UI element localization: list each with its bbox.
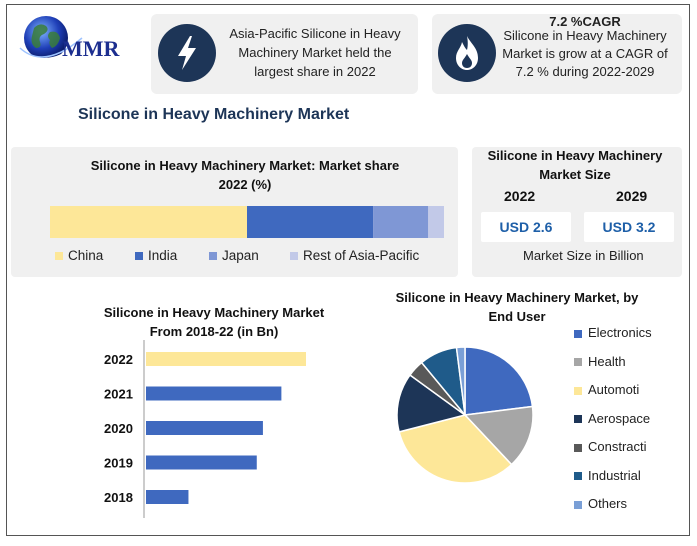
- legend-label-china: China: [68, 248, 104, 263]
- cagr-headline: 7.2 %CAGR: [549, 14, 621, 29]
- brand-logo-text: MMR: [62, 36, 120, 61]
- end-user-pie-chart: [396, 346, 534, 484]
- pie-legend-item-aerospace: Aerospace: [574, 411, 650, 426]
- bar-label-2021: 2021: [104, 387, 133, 402]
- legend-china: China: [55, 248, 103, 263]
- legend-label-japan: Japan: [222, 248, 259, 263]
- pie-legend-swatch: [574, 443, 582, 452]
- market-size-year-2022: 2022: [504, 188, 536, 204]
- bar-label-2020: 2020: [104, 421, 133, 436]
- pie-slice-automoti: [398, 414, 513, 484]
- pie-legend-item-health: Health: [574, 354, 626, 369]
- share-segment-india: [247, 206, 374, 238]
- share-segment-china: [50, 206, 247, 238]
- region-share-text: Asia-Pacific Silicone in Heavy Machinery…: [229, 26, 401, 79]
- pie-slice-aerospace: [396, 373, 467, 433]
- market-size-value-2029: USD 3.2: [584, 212, 674, 242]
- bar-label-2018: 2018: [104, 490, 133, 505]
- market-size-title: Silicone in Heavy Machinery Market Size: [487, 148, 663, 182]
- pie-legend-label: Constracti: [588, 439, 647, 454]
- pie-slice-health: [463, 405, 534, 466]
- pie-legend-label: Others: [588, 496, 628, 511]
- market-share-stacked-bar: [50, 206, 444, 238]
- pie-legend-swatch: [574, 500, 582, 509]
- market-size-value-2022: USD 2.6: [481, 212, 571, 242]
- historic-bar-chart-title: Silicone in Heavy Machinery Market From …: [103, 305, 325, 339]
- mmr-globe-logo-icon: [19, 16, 83, 61]
- pie-legend-item-electronics: Electronics: [574, 325, 652, 340]
- legend-japan: Japan: [209, 248, 259, 263]
- legend-swatch-china: [55, 252, 63, 261]
- pie-slice-others: [455, 346, 466, 416]
- cagr-text: Silicone in Heavy Machinery Market is gr…: [502, 28, 668, 79]
- pie-legend-item-industrial: Industrial: [574, 468, 641, 483]
- pie-slice-electronics: [464, 346, 534, 416]
- page-title: Silicone in Heavy Machinery Market: [78, 106, 350, 123]
- bar-2018: [146, 490, 189, 504]
- market-size-year-2029: 2029: [616, 188, 648, 204]
- pie-legend-swatch: [574, 329, 582, 338]
- lightning-icon: [158, 24, 216, 82]
- pie-legend-swatch: [574, 386, 582, 395]
- flame-icon: [438, 24, 496, 82]
- legend-rest-of-asia-pacific: Rest of Asia-Pacific: [290, 248, 419, 263]
- bar-label-2022: 2022: [104, 352, 133, 367]
- pie-legend-item-automoti: Automoti: [574, 382, 639, 397]
- pie-legend-swatch: [574, 358, 582, 367]
- market-size-note: Market Size in Billion: [523, 248, 644, 263]
- share-segment-japan: [373, 206, 429, 238]
- market-share-chart-title: Silicone in Heavy Machinery Market: Mark…: [90, 158, 400, 192]
- pie-legend-label: Aerospace: [588, 410, 651, 426]
- bar-2022: [146, 352, 306, 366]
- pie-chart-title: Silicone in Heavy Machinery Market, by E…: [395, 290, 639, 324]
- bar-label-2019: 2019: [104, 456, 133, 471]
- pie-legend-label: Health: [588, 353, 626, 369]
- historic-bar-chart: 2022 2021 2020 2019 2018: [104, 340, 306, 518]
- pie-legend-label: Industrial: [588, 467, 641, 483]
- legend-swatch-rest: [290, 252, 298, 261]
- pie-legend-label: Automoti: [588, 382, 640, 397]
- legend-swatch-japan: [209, 252, 217, 261]
- legend-label-rest: Rest of Asia-Pacific: [303, 248, 420, 263]
- bar-2021: [146, 386, 282, 401]
- legend-india: India: [135, 248, 177, 263]
- share-segment-rest-of-asia-pacific: [428, 206, 444, 238]
- pie-legend-swatch: [574, 415, 582, 424]
- pie-legend-item-constracti: Constracti: [574, 439, 647, 454]
- pie-legend-swatch: [574, 472, 582, 481]
- pie-legend-item-others: Others: [574, 496, 627, 511]
- bar-2020: [146, 421, 263, 435]
- legend-swatch-india: [135, 252, 143, 261]
- legend-label-india: India: [148, 248, 178, 263]
- bar-2019: [146, 455, 257, 470]
- pie-legend-label: Electronics: [588, 325, 652, 340]
